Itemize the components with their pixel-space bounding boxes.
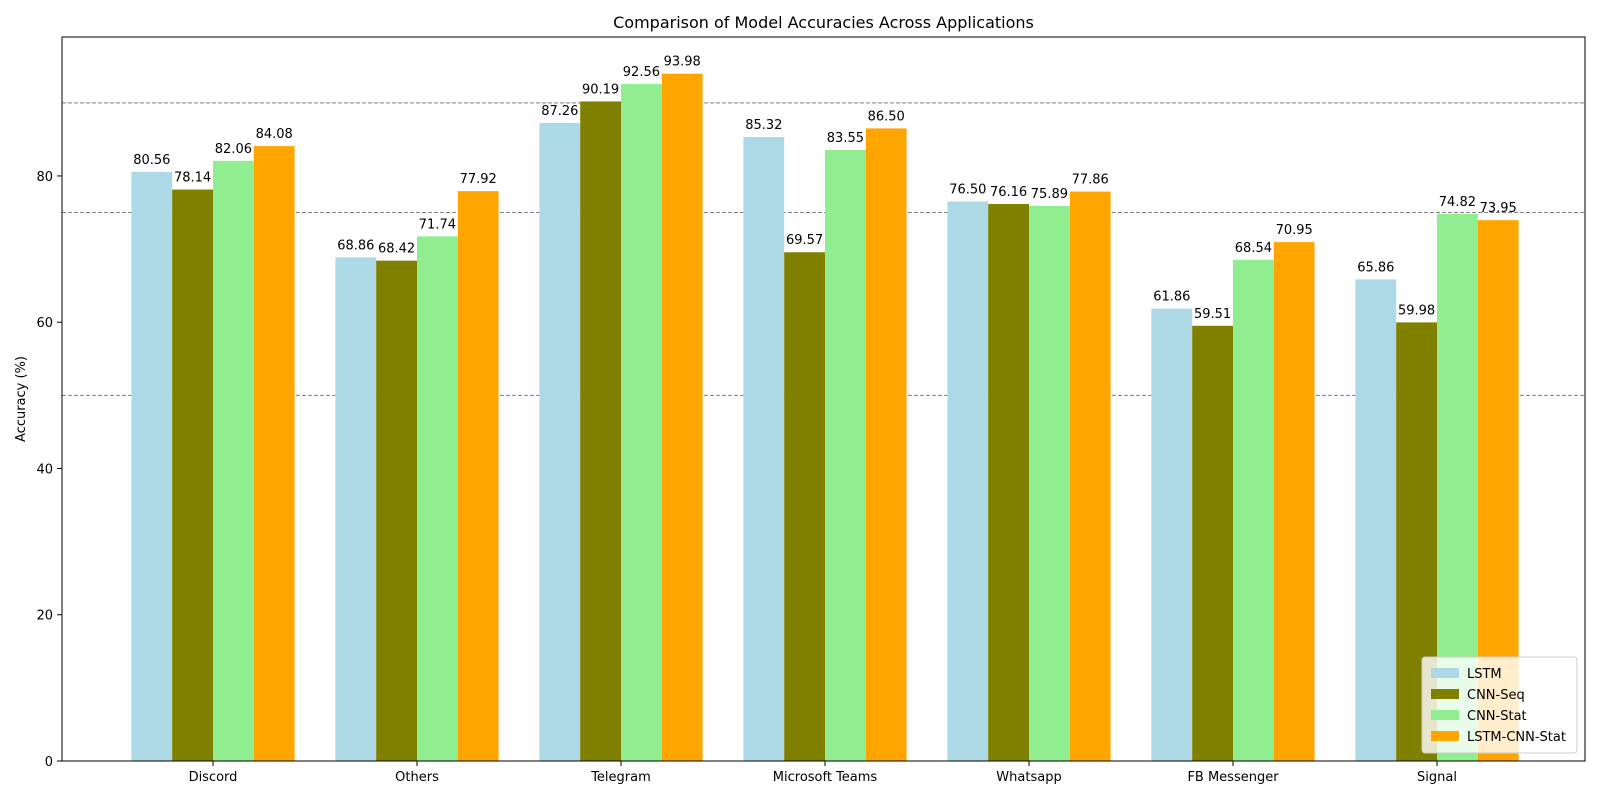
y-tick-label: 60 <box>36 316 53 331</box>
bar <box>865 128 907 762</box>
legend-entry: CNN-Stat <box>1467 709 1527 724</box>
bar <box>172 189 213 761</box>
bar <box>1273 242 1315 762</box>
bar <box>1233 259 1274 761</box>
data-label: 70.95 <box>1276 223 1313 238</box>
data-label: 76.16 <box>990 185 1027 200</box>
data-label: 74.82 <box>1439 195 1476 210</box>
legend-swatch <box>1431 689 1459 699</box>
bar <box>825 149 866 761</box>
y-tick-label: 20 <box>36 609 53 624</box>
data-labels: 80.56 78.14 82.06 84.08 68.86 68.42 71.74 77.92… <box>133 55 1517 322</box>
x-tick-label: Discord <box>189 770 238 785</box>
bar <box>335 257 377 761</box>
data-label: 87.26 <box>541 104 578 119</box>
data-label: 86.50 <box>868 109 905 124</box>
chart-title: Comparison of Model Accuracies Across Ap… <box>613 13 1034 32</box>
legend-entry: LSTM <box>1467 667 1502 682</box>
bar <box>1029 206 1070 761</box>
data-label: 68.86 <box>337 238 374 253</box>
bar <box>947 201 989 761</box>
data-label: 83.55 <box>827 131 864 146</box>
data-label: 84.08 <box>256 127 293 142</box>
data-label: 59.98 <box>1398 303 1435 318</box>
bar <box>1192 325 1233 761</box>
bar <box>253 146 295 761</box>
data-label: 73.95 <box>1480 201 1517 216</box>
legend-swatch <box>1431 731 1459 741</box>
bar <box>131 171 173 762</box>
x-tick-label: Signal <box>1417 770 1457 785</box>
bar <box>621 84 662 762</box>
data-label: 68.42 <box>378 242 415 257</box>
y-tick-label: 40 <box>36 462 53 477</box>
data-label: 85.32 <box>745 118 782 133</box>
bar <box>580 101 621 761</box>
data-label: 82.06 <box>215 142 252 157</box>
bar <box>417 236 458 761</box>
legend-swatch <box>1431 710 1459 720</box>
x-tick-label: Telegram <box>590 770 651 785</box>
data-label: 65.86 <box>1357 260 1394 275</box>
data-label: 90.19 <box>582 82 619 97</box>
legend-swatch <box>1431 668 1459 678</box>
bar <box>1069 191 1111 761</box>
y-axis-label: Accuracy (%) <box>14 356 29 442</box>
bar <box>376 260 417 761</box>
y-tick-label: 80 <box>36 170 53 185</box>
data-label: 68.54 <box>1235 241 1272 256</box>
legend-entry: LSTM-CNN-Stat <box>1467 730 1566 745</box>
data-label: 59.51 <box>1194 307 1231 322</box>
data-label: 80.56 <box>133 153 170 168</box>
x-tick-label: Others <box>395 770 439 785</box>
data-label: 61.86 <box>1153 290 1190 305</box>
bar <box>661 73 703 762</box>
plot-frame <box>61 36 1586 762</box>
data-label: 93.98 <box>664 55 701 70</box>
data-label: 76.50 <box>949 183 986 198</box>
data-label: 78.14 <box>174 171 211 186</box>
y-axis-ticks: 0 20 40 60 80 <box>36 170 62 770</box>
bar <box>743 137 785 761</box>
data-label: 77.86 <box>1072 173 1109 188</box>
legend-box <box>1421 656 1578 754</box>
bar <box>1151 308 1193 761</box>
y-tick-label: 0 <box>45 755 53 770</box>
legend-entry: CNN-Seq <box>1467 688 1525 703</box>
x-tick-label: FB Messenger <box>1187 770 1279 785</box>
data-label: 92.56 <box>623 65 660 80</box>
x-tick-label: Whatsapp <box>996 770 1061 785</box>
bar <box>1355 279 1397 761</box>
legend: LSTM CNN-Seq CNN-Stat LSTM-CNN-Stat <box>1421 656 1578 754</box>
bar <box>457 191 499 761</box>
data-label: 77.92 <box>460 172 497 187</box>
reference-lines <box>62 102 1585 396</box>
bar <box>988 204 1029 761</box>
x-tick-label: Microsoft Teams <box>773 770 878 785</box>
bars <box>131 73 1519 762</box>
bar <box>784 252 825 761</box>
data-label: 75.89 <box>1031 187 1068 202</box>
data-label: 71.74 <box>419 217 456 232</box>
bar <box>213 160 254 761</box>
bar <box>539 122 581 762</box>
x-axis-ticks: Discord Others Telegram Microsoft Teams What… <box>189 761 1457 785</box>
data-label: 69.57 <box>786 233 823 248</box>
